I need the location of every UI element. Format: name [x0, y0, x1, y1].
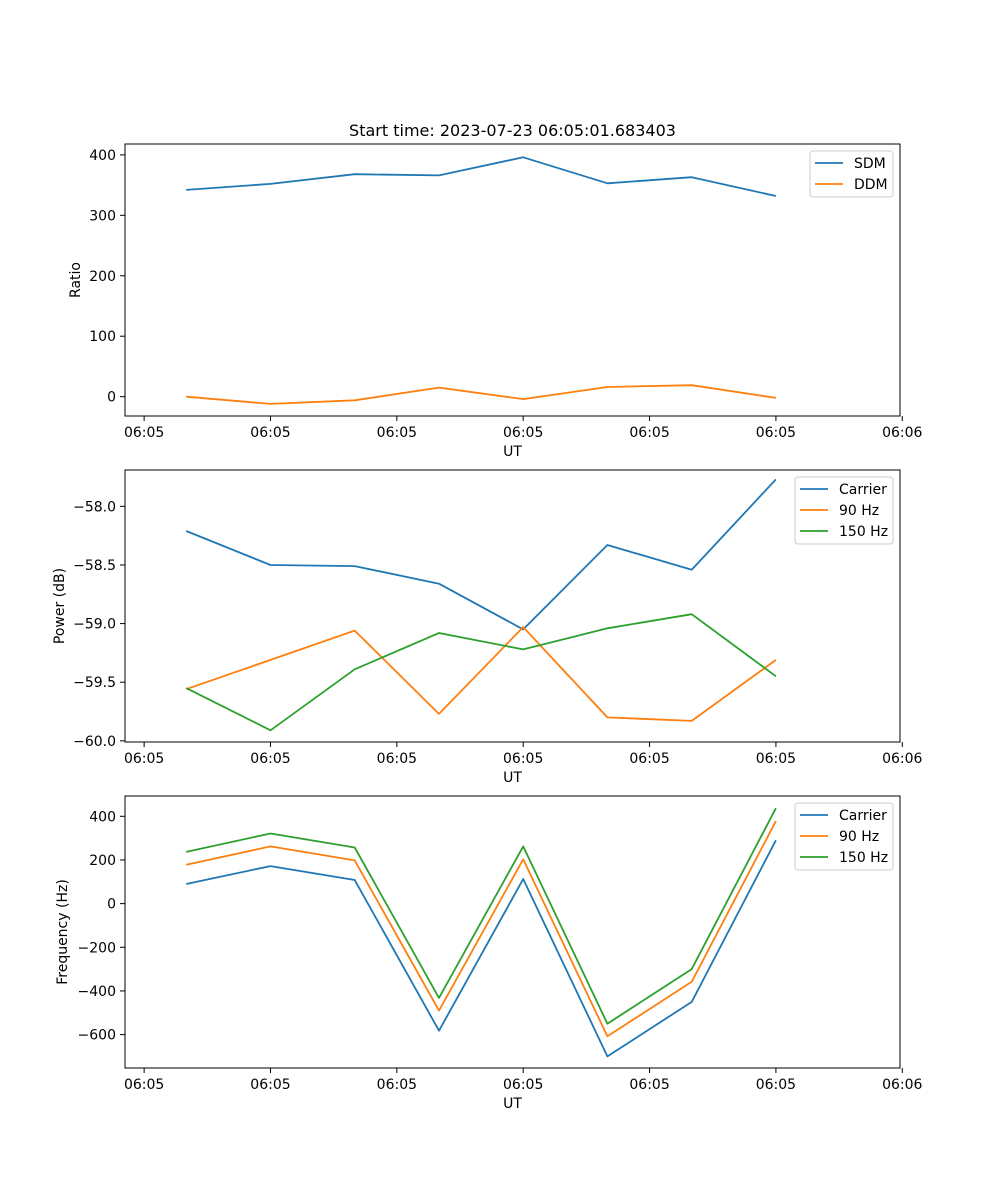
legend-label-ddm: DDM	[854, 177, 888, 193]
y-tick-label: −400	[78, 984, 116, 1000]
x-tick-label: 06:05	[503, 425, 543, 441]
y-tick-label: −59.5	[73, 675, 116, 691]
power-ticks-group: 06:05 06:05 06:05 06:05 06:05 06:05 06:06 −60.0…	[73, 499, 922, 767]
series-line-ddm	[186, 384, 777, 405]
x-tick-label: 06:05	[756, 425, 796, 441]
y-axis-label: Power (dB)	[52, 568, 68, 644]
chart-title: Start time: 2023-07-23 06:05:01.683403	[349, 121, 676, 140]
legend-frame	[794, 802, 894, 871]
x-axis-label: UT	[503, 770, 522, 786]
y-tick-label: 100	[89, 329, 116, 345]
y-axis-label: Frequency (Hz)	[55, 879, 71, 985]
y-tick-label: −58.0	[73, 499, 116, 515]
x-axis-label: UT	[503, 1096, 522, 1112]
legend-label-sdm: SDM	[854, 156, 886, 172]
x-tick-label: 06:05	[124, 425, 164, 441]
x-tick-label: 06:05	[629, 1077, 669, 1093]
legend-label-150-hz: 150 Hz	[839, 850, 888, 866]
y-tick-label: −600	[78, 1028, 116, 1044]
x-tick-label: 06:05	[250, 751, 290, 767]
y-tick-label: 300	[89, 208, 116, 224]
series-line-90-hz	[186, 820, 777, 1038]
series-line-150-hz	[186, 807, 777, 1025]
ratio-panel: Start time: 2023-07-23 06:05:01.683403 0…	[68, 121, 923, 460]
frequency-plot-frame	[124, 795, 901, 1069]
x-tick-label: 06:05	[377, 425, 417, 441]
x-tick-label: 06:05	[503, 751, 543, 767]
y-tick-label: 200	[89, 269, 116, 285]
x-tick-label: 06:05	[756, 751, 796, 767]
x-tick-label: 06:06	[882, 751, 922, 767]
power-panel: 06:05 06:05 06:05 06:05 06:05 06:05 06:06 −60.0…	[52, 469, 923, 786]
frequency-series-group	[186, 807, 777, 1058]
x-tick-label: 06:06	[882, 1077, 922, 1093]
x-tick-label: 06:05	[377, 751, 417, 767]
x-tick-label: 06:06	[882, 425, 922, 441]
legend-label-90-hz: 90 Hz	[839, 503, 879, 519]
y-tick-label: 200	[89, 853, 116, 869]
y-tick-label: −200	[78, 940, 116, 956]
y-tick-label: 400	[89, 148, 116, 164]
ratio-legend: SDM DDM	[809, 150, 894, 198]
x-tick-label: 06:05	[124, 1077, 164, 1093]
legend-label-carrier: Carrier	[839, 482, 887, 498]
power-series-group	[185, 478, 777, 732]
ratio-ticks-group: 06:05 06:05 06:05 06:05 06:05 06:05 06:06 0 100 2…	[89, 148, 922, 441]
ratio-series-group	[186, 156, 777, 405]
legend-label-carrier: Carrier	[839, 808, 887, 824]
frequency-panel: 06:05 06:05 06:05 06:05 06:05 06:05 06:06 −600 −…	[55, 795, 923, 1112]
legend-label-90-hz: 90 Hz	[839, 829, 879, 845]
series-line-carrier	[185, 478, 777, 631]
frequency-ticks-group: 06:05 06:05 06:05 06:05 06:05 06:05 06:06 −600 −…	[78, 809, 923, 1093]
power-legend: Carrier 90 Hz 150 Hz	[794, 476, 894, 545]
x-axis-label: UT	[503, 444, 522, 460]
y-tick-label: 0	[107, 390, 116, 406]
y-tick-label: −59.0	[73, 617, 116, 633]
legend-label-150-hz: 150 Hz	[839, 524, 888, 540]
y-tick-label: −58.5	[73, 558, 116, 574]
series-line-carrier	[186, 839, 777, 1058]
x-tick-label: 06:05	[124, 751, 164, 767]
x-tick-label: 06:05	[756, 1077, 796, 1093]
x-tick-label: 06:05	[250, 1077, 290, 1093]
y-tick-label: −60.0	[73, 734, 116, 750]
series-line-90-hz	[185, 626, 777, 722]
power-plot-frame	[124, 469, 901, 743]
legend-frame	[794, 476, 894, 545]
ratio-plot-frame	[124, 143, 901, 417]
x-tick-label: 06:05	[629, 751, 669, 767]
y-tick-label: 400	[89, 809, 116, 825]
series-line-sdm	[186, 156, 777, 197]
series-line-150-hz	[185, 613, 777, 732]
x-tick-label: 06:05	[629, 425, 669, 441]
frequency-legend: Carrier 90 Hz 150 Hz	[794, 802, 894, 871]
y-tick-label: 0	[107, 897, 116, 913]
x-tick-label: 06:05	[250, 425, 290, 441]
y-axis-label: Ratio	[68, 262, 84, 298]
x-tick-label: 06:05	[377, 1077, 417, 1093]
x-tick-label: 06:05	[503, 1077, 543, 1093]
